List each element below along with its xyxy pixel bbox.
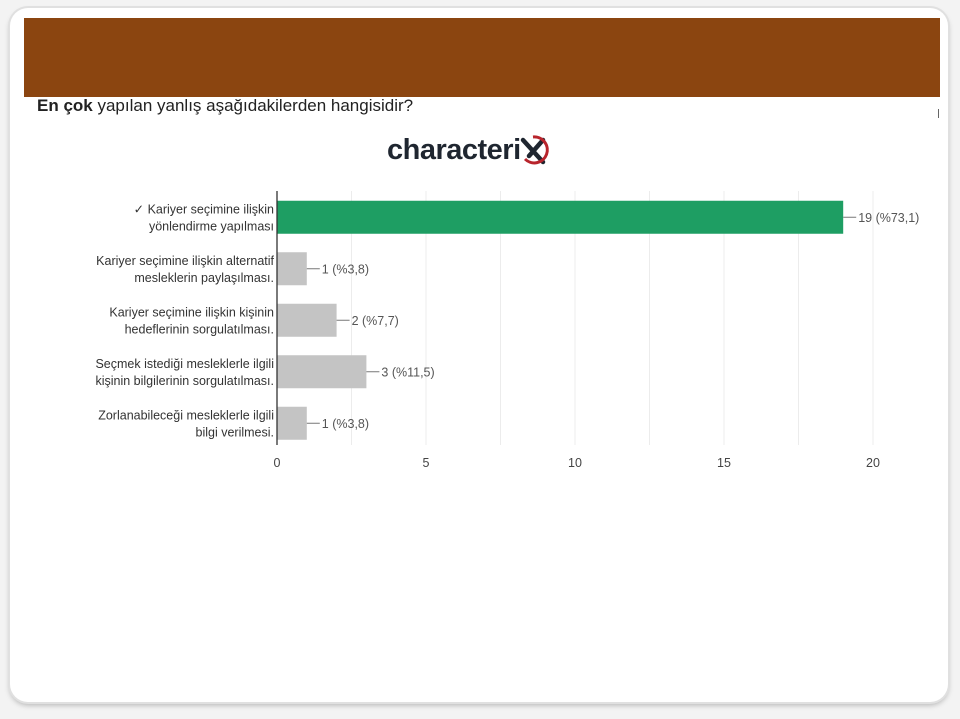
question-text: yapılan yanlış aşağıdakilerden hangisidi… <box>92 96 414 115</box>
category-label: kişinin bilgilerinin sorgulatılması. <box>95 374 274 388</box>
bar-value-label: 1 (%3,8) <box>322 417 369 431</box>
bar-value-label: 3 (%11,5) <box>381 365 434 379</box>
bar-value-label: 1 (%3,8) <box>322 262 369 276</box>
category-label: Zorlanabileceği mesleklerle ilgili <box>98 408 274 422</box>
category-label: Seçmek istediği mesleklerle ilgili <box>95 357 274 371</box>
question-title: En çok yapılan yanlış aşağıdakilerden ha… <box>37 96 413 116</box>
x-tick-label: 20 <box>866 456 880 470</box>
category-label: Kariyer seçimine ilişkin kişinin <box>109 305 274 319</box>
x-tick-label: 0 <box>274 456 281 470</box>
banner-edge-mark <box>938 109 939 118</box>
bar <box>277 406 307 440</box>
characterix-logo: characteri <box>387 132 553 168</box>
bar-value-label: 2 (%7,7) <box>352 314 399 328</box>
category-label: ✓ Kariyer seçimine ilişkin <box>134 202 274 216</box>
x-tick-label: 10 <box>568 456 582 470</box>
logo-x-icon <box>520 135 549 165</box>
bar <box>277 355 367 389</box>
x-tick-label: 5 <box>423 456 430 470</box>
x-tick-label: 15 <box>717 456 731 470</box>
bar <box>277 303 337 337</box>
category-label: Kariyer seçimine ilişkin alternatif <box>96 254 274 268</box>
bar-value-label: 19 (%73,1) <box>858 211 919 225</box>
category-label: yönlendirme yapılması <box>149 219 274 233</box>
question-bold: En çok <box>37 96 93 115</box>
bar <box>277 252 307 286</box>
category-label: hedeflerinin sorgulatılması. <box>125 322 274 336</box>
result-card <box>10 8 948 702</box>
logo-text: characteri <box>387 133 521 166</box>
bar <box>277 200 844 234</box>
category-label: mesleklerin paylaşılması. <box>134 271 274 285</box>
category-label: bilgi verilmesi. <box>196 425 275 439</box>
header-banner <box>24 18 940 97</box>
